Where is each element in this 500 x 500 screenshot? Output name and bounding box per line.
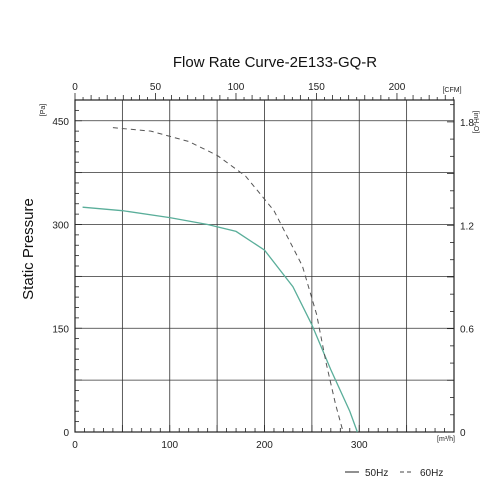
x-tick-label-top: 50	[150, 82, 162, 93]
tick-labels: 0 100 200 300 0 50 100 150 200 0 150 300 450 0 0.6 1.2 1…	[52, 82, 474, 451]
y-axis-label: Static Pressure	[20, 198, 37, 300]
x-tick-label-bottom: 100	[161, 440, 178, 451]
x-tick-label-top: 150	[308, 82, 325, 93]
y-unit-right: [inH₂O]	[472, 111, 479, 134]
y-tick-label-left: 150	[52, 324, 69, 335]
x-tick-label-top: 0	[72, 82, 78, 93]
chart-title: Flow Rate Curve-2E133-GQ-R	[173, 54, 377, 71]
x-unit-top: [CFM]	[442, 87, 461, 94]
x-tick-label-top: 200	[389, 82, 406, 93]
series-line-60hz	[112, 127, 344, 433]
y-tick-label-right: 0	[460, 428, 466, 439]
legend-label-60hz: 60Hz	[420, 468, 443, 479]
y-tick-label-left: 0	[63, 428, 69, 439]
x-unit-bottom: [m³/h]	[437, 436, 455, 443]
x-tick-label-bottom: 0	[72, 440, 78, 451]
legend-label-50hz: 50Hz	[365, 468, 388, 479]
series-line-50hz	[82, 206, 358, 433]
y-tick-label-left: 300	[52, 221, 69, 232]
series-lines	[82, 127, 358, 433]
y-unit-left: [Pa]	[40, 104, 47, 117]
x-tick-label-top: 100	[228, 82, 245, 93]
y-tick-label-left: 450	[52, 117, 69, 128]
y-tick-label-right: 0.6	[460, 325, 474, 336]
y-tick-label-right: 1.8	[460, 118, 474, 129]
x-tick-label-bottom: 200	[256, 440, 273, 451]
y-tick-label-right: 1.2	[460, 221, 474, 232]
x-tick-label-bottom: 300	[351, 440, 368, 451]
axis-ticks	[74, 93, 455, 433]
grid-lines	[74, 99, 455, 433]
legend: 50Hz 60Hz	[345, 468, 443, 479]
